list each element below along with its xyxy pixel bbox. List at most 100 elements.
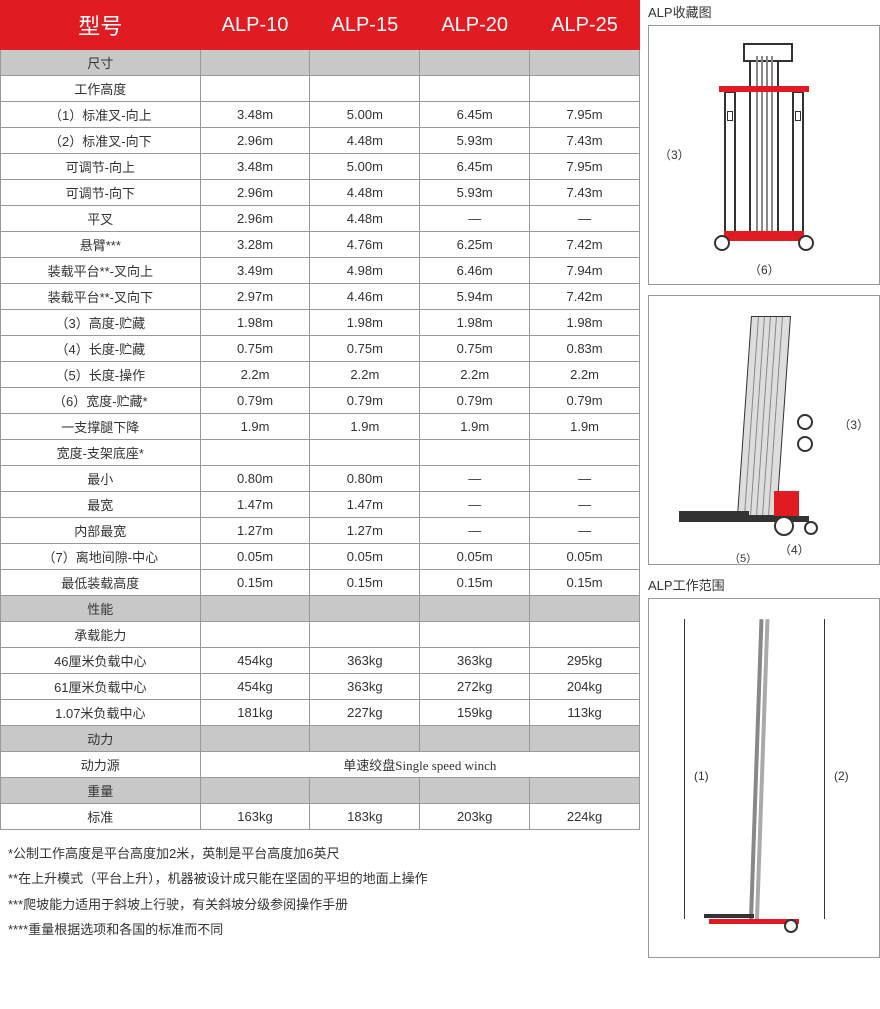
cell-value: 0.83m: [530, 336, 640, 362]
spec-table: 型号 ALP-10 ALP-15 ALP-20 ALP-25 尺寸 工作高度 （…: [0, 0, 640, 830]
cell-value: 6.45m: [420, 154, 530, 180]
cell-value: 1.9m: [200, 414, 310, 440]
dim-label-5: （5）: [729, 550, 757, 566]
cell-value: 5.00m: [310, 154, 420, 180]
cell-value: —: [420, 206, 530, 232]
row-label: （7）离地间隙-中心: [1, 544, 201, 570]
table-row: （5）长度-操作2.2m2.2m2.2m2.2m: [1, 362, 640, 388]
cell-value: 2.2m: [310, 362, 420, 388]
cell-value: 0.15m: [420, 570, 530, 596]
footnote-4: ****重量根据选项和各国的标准而不同: [8, 918, 632, 941]
header-col-1: ALP-15: [310, 1, 420, 50]
dim-label-6: （6）: [749, 261, 780, 278]
cell-value: 0.79m: [530, 388, 640, 414]
cell-value: 1.47m: [200, 492, 310, 518]
table-row: （6）宽度-贮藏*0.79m0.79m0.79m0.79m: [1, 388, 640, 414]
cell-value: 5.93m: [420, 180, 530, 206]
cell-value: 6.25m: [420, 232, 530, 258]
cell-value: 0.80m: [200, 466, 310, 492]
diagram-3-title: ALP工作范围: [648, 575, 880, 594]
cell-value: 2.96m: [200, 128, 310, 154]
table-row: 装载平台**-叉向上3.49m4.98m6.46m7.94m: [1, 258, 640, 284]
cell-value: 0.05m: [530, 544, 640, 570]
row-standard: 标准 163kg 183kg 203kg 224kg: [1, 804, 640, 830]
cell-value: 4.98m: [310, 258, 420, 284]
cell-value: 4.48m: [310, 206, 420, 232]
cell-value: 0.05m: [310, 544, 420, 570]
cell-value: 6.45m: [420, 102, 530, 128]
row-label: （1）标准叉-向上: [1, 102, 201, 128]
cell-value: 0.15m: [200, 570, 310, 596]
cell-value: 4.46m: [310, 284, 420, 310]
cell-value: 204kg: [530, 674, 640, 700]
section-performance: 性能: [1, 596, 640, 622]
table-row: 可调节-向下2.96m4.48m5.93m7.43m: [1, 180, 640, 206]
footnote-2: **在上升模式（平台上升），机器被设计成只能在坚固的平坦的地面上操作: [8, 867, 632, 890]
cell-value: 0.80m: [310, 466, 420, 492]
row-label: 可调节-向上: [1, 154, 201, 180]
cell-value: 4.76m: [310, 232, 420, 258]
cell-value: 1.27m: [310, 518, 420, 544]
cell-value: 0.15m: [530, 570, 640, 596]
footnotes: *公制工作高度是平台高度加2米，英制是平台高度加6英尺 **在上升模式（平台上升…: [0, 830, 640, 956]
footnote-1: *公制工作高度是平台高度加2米，英制是平台高度加6英尺: [8, 842, 632, 865]
dim-label-2: (2): [834, 769, 849, 783]
cell-value: 227kg: [310, 700, 420, 726]
cell-value: 7.43m: [530, 180, 640, 206]
cell-value: 2.2m: [200, 362, 310, 388]
cell-value: 1.47m: [310, 492, 420, 518]
table-row: 最小0.80m0.80m——: [1, 466, 640, 492]
table-row: 最宽1.47m1.47m——: [1, 492, 640, 518]
cell-value: —: [530, 492, 640, 518]
cell-value: 3.49m: [200, 258, 310, 284]
cell-value: 2.96m: [200, 180, 310, 206]
table-row: 最低装载高度0.15m0.15m0.15m0.15m: [1, 570, 640, 596]
cell-value: 4.48m: [310, 180, 420, 206]
row-capacity: 承载能力: [1, 622, 640, 648]
table-row: （4）长度-贮藏0.75m0.75m0.75m0.83m: [1, 336, 640, 362]
table-row: 46厘米负载中心454kg363kg363kg295kg: [1, 648, 640, 674]
section-power: 动力: [1, 726, 640, 752]
cell-value: 113kg: [530, 700, 640, 726]
cell-value: 295kg: [530, 648, 640, 674]
row-label: 最小: [1, 466, 201, 492]
cell-value: 2.97m: [200, 284, 310, 310]
cell-value: 5.93m: [420, 128, 530, 154]
cell-value: 7.42m: [530, 284, 640, 310]
cell-value: 2.96m: [200, 206, 310, 232]
cell-value: 1.98m: [310, 310, 420, 336]
dim-label-1: (1): [694, 769, 709, 783]
section-dimensions: 尺寸: [1, 50, 640, 76]
diagram-2-storage-side: （3） （4） （5）: [648, 295, 880, 565]
row-label: 最低装载高度: [1, 570, 201, 596]
cell-value: 454kg: [200, 674, 310, 700]
section-weight: 重量: [1, 778, 640, 804]
table-row: 可调节-向上3.48m5.00m6.45m7.95m: [1, 154, 640, 180]
table-row: （1）标准叉-向上3.48m5.00m6.45m7.95m: [1, 102, 640, 128]
cell-value: 5.00m: [310, 102, 420, 128]
row-label: 可调节-向下: [1, 180, 201, 206]
table-row: 悬臂***3.28m4.76m6.25m7.42m: [1, 232, 640, 258]
table-row: 装载平台**-叉向下2.97m4.46m5.94m7.42m: [1, 284, 640, 310]
cell-value: —: [420, 466, 530, 492]
cell-value: 1.98m: [420, 310, 530, 336]
row-label: 1.07米负载中心: [1, 700, 201, 726]
cell-value: —: [530, 466, 640, 492]
table-row: 一支撑腿下降1.9m1.9m1.9m1.9m: [1, 414, 640, 440]
row-label: 61厘米负载中心: [1, 674, 201, 700]
cell-value: 1.98m: [530, 310, 640, 336]
cell-value: 2.2m: [530, 362, 640, 388]
footnote-3: ***爬坡能力适用于斜坡上行驶，有关斜坡分级参阅操作手册: [8, 893, 632, 916]
cell-value: 159kg: [420, 700, 530, 726]
table-row: （7）离地间隙-中心0.05m0.05m0.05m0.05m: [1, 544, 640, 570]
cell-value: 0.75m: [200, 336, 310, 362]
row-width-base: 宽度-支架底座*: [1, 440, 640, 466]
row-label: 46厘米负载中心: [1, 648, 201, 674]
cell-value: 181kg: [200, 700, 310, 726]
cell-value: 6.46m: [420, 258, 530, 284]
cell-value: 5.94m: [420, 284, 530, 310]
diagram-1-title: ALP收藏图: [648, 2, 880, 21]
table-row: （3）高度-贮藏1.98m1.98m1.98m1.98m: [1, 310, 640, 336]
diagram-3-working-range: (1) (2): [648, 598, 880, 958]
cell-value: 363kg: [420, 648, 530, 674]
